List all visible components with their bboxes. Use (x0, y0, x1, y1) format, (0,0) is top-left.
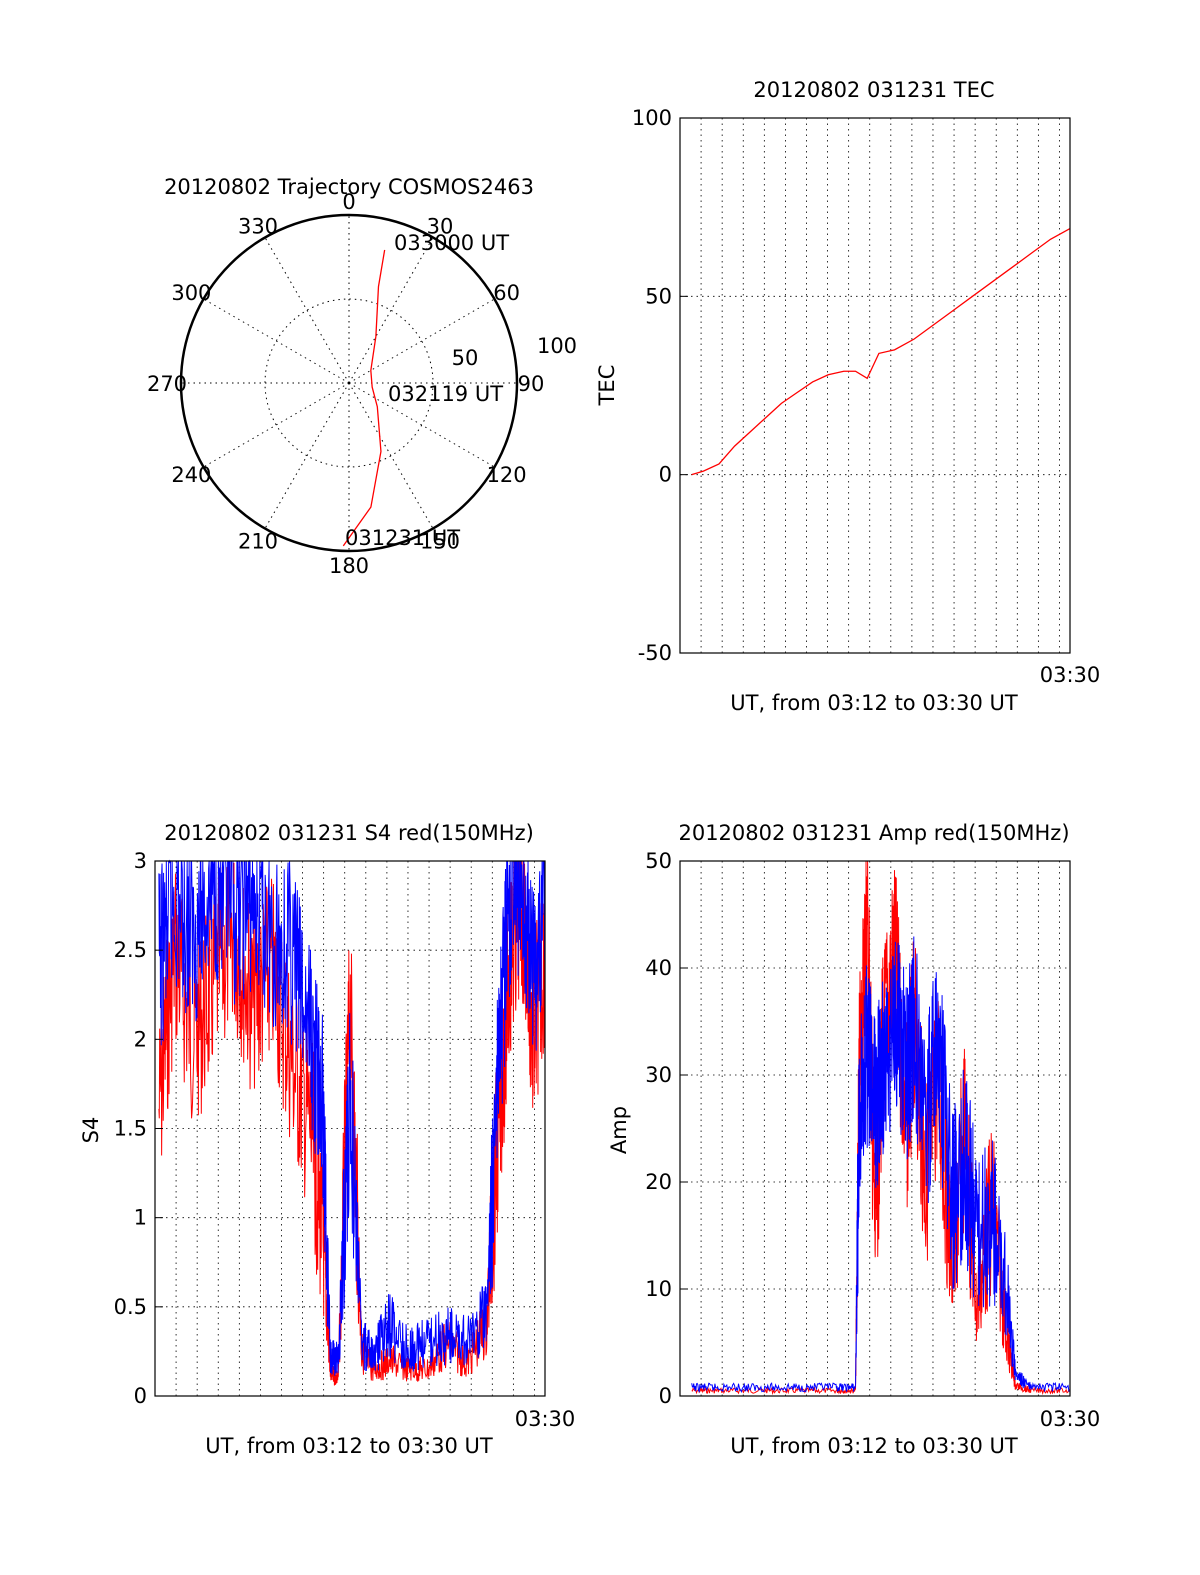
tec-panel: 20120802 031231 TEC -50 0 50 100 03:30 UT, … (595, 78, 1100, 715)
polar-outer-circle (179, 213, 519, 553)
s4-y-tick-label: 3 (134, 849, 147, 873)
s4-series-blue (158, 859, 546, 1376)
polar-azimuth-label: 180 (329, 554, 369, 578)
tec-series (691, 227, 1071, 476)
polar-azimuth-label: 0 (342, 190, 355, 214)
s4-y-tick-label: 1 (134, 1206, 147, 1230)
polar-azimuth-label: 30 (427, 214, 454, 238)
polar-azimuth-label: 210 (238, 530, 278, 554)
annotation-032119: 032119 UT (388, 382, 503, 406)
s4-y-tick-label: 2 (134, 1027, 147, 1051)
polar-spoke (348, 382, 495, 468)
amp-series (691, 860, 1070, 1396)
polar-spoke (348, 382, 434, 529)
s4-y-tick-label: 0.5 (114, 1295, 147, 1319)
amp-series-blue (691, 936, 1070, 1394)
tec-y-tick-label: 100 (632, 106, 672, 130)
trajectory-line (342, 249, 386, 547)
amp-x-label: UT, from 03:12 to 03:30 UT (730, 1434, 1018, 1458)
tec-y-ticks: -50 0 50 100 (632, 106, 688, 665)
polar-spoke (203, 298, 350, 384)
s4-y-label: S4 (79, 1117, 103, 1144)
tec-y-tick-label: -50 (638, 641, 672, 665)
s4-x-label: UT, from 03:12 to 03:30 UT (205, 1434, 493, 1458)
tec-y-tick-label: 0 (659, 463, 672, 487)
polar-elevation-label-100: 100 (537, 334, 577, 358)
tec-grid (680, 118, 1070, 653)
polar-spoke (348, 298, 495, 384)
tec-series-red (691, 227, 1071, 476)
polar-azimuth-label: 300 (171, 281, 211, 305)
amp-y-ticks: 0 10 20 30 40 50 (645, 849, 688, 1408)
polar-azimuth-label: 120 (487, 463, 527, 487)
tec-title: 20120802 031231 TEC (753, 78, 994, 102)
polar-spoke (348, 237, 434, 384)
annotation-033000: 033000 UT (394, 231, 509, 255)
polar-azimuth-label: 150 (420, 530, 460, 554)
tec-plot-frame (679, 117, 1071, 654)
s4-y-ticks: 0 0.5 1 1.5 2 2.5 3 (114, 849, 163, 1408)
trajectory-trace (342, 249, 386, 547)
polar-spoke (264, 382, 350, 529)
polar-spoke (264, 237, 350, 384)
s4-x-tick-label: 03:30 (515, 1407, 576, 1431)
annotation-031231: 031231 UT (345, 526, 460, 550)
trajectory-title: 20120802 Trajectory COSMOS2463 (164, 175, 534, 199)
s4-panel: 20120802 031231 S4 red(150MHz) 0 0.5 1 1.5 2… (79, 821, 575, 1458)
polar-spoke (203, 382, 350, 468)
amp-y-tick-label: 50 (645, 849, 672, 873)
polar-azimuth-label: 240 (171, 463, 211, 487)
s4-y-tick-label: 1.5 (114, 1117, 147, 1141)
tec-y-tick-label: 50 (645, 284, 672, 308)
polar-azimuth-label: 60 (493, 281, 520, 305)
s4-y-tick-label: 2.5 (114, 938, 147, 962)
polar-azimuth-labels: 0 30 60 90 120 150 180 210 240 270 300 330 (147, 190, 544, 578)
amp-y-tick-label: 30 (645, 1063, 672, 1087)
polar-azimuth-label: 270 (147, 372, 187, 396)
polar-elevation-label-50: 50 (452, 346, 479, 370)
amp-y-tick-label: 40 (645, 956, 672, 980)
polar-azimuth-label: 90 (518, 372, 545, 396)
amp-x-tick-label: 03:30 (1040, 1407, 1101, 1431)
amp-title: 20120802 031231 Amp red(150MHz) (678, 821, 1069, 845)
s4-title: 20120802 031231 S4 red(150MHz) (164, 821, 534, 845)
polar-azimuth-label: 330 (238, 214, 278, 238)
s4-series (158, 859, 546, 1386)
amp-y-tick-label: 20 (645, 1170, 672, 1194)
tec-x-label: UT, from 03:12 to 03:30 UT (730, 691, 1018, 715)
amp-y-label: Amp (607, 1106, 631, 1154)
polar-grid (179, 213, 519, 553)
s4-y-tick-label: 0 (134, 1384, 147, 1408)
tec-y-label: TEC (595, 365, 619, 407)
amp-y-tick-label: 10 (645, 1277, 672, 1301)
amp-plot-frame (679, 860, 1071, 1397)
tec-x-tick-label: 03:30 (1040, 663, 1101, 687)
amp-panel: 20120802 031231 Amp red(150MHz) 0 10 20 30 4… (607, 821, 1100, 1458)
trajectory-panel: 20120802 Trajectory COSMOS2463 0 30 60 90 12… (147, 175, 577, 578)
amp-y-tick-label: 0 (659, 1384, 672, 1408)
